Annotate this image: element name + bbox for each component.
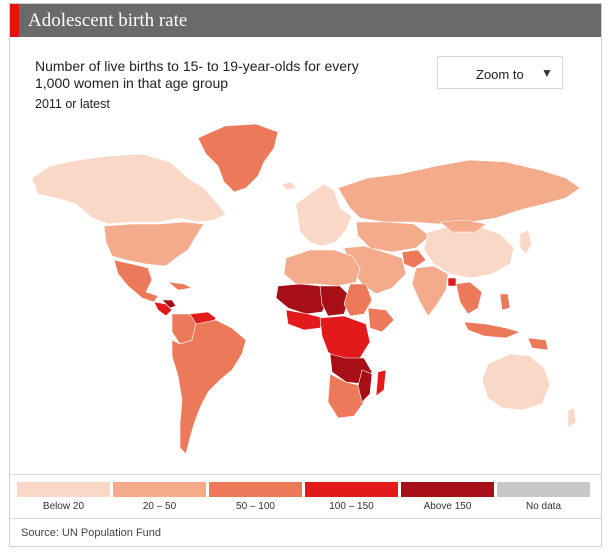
zoom-to-label: Zoom to: [476, 67, 524, 82]
region-japan[interactable]: [519, 229, 533, 255]
region-niger-chad[interactable]: [319, 285, 351, 317]
region-canada[interactable]: [31, 153, 227, 225]
map-period: 2011 or latest: [35, 97, 110, 111]
source-note: Source: UN Population Fund: [21, 527, 162, 539]
region-central-africa[interactable]: [319, 315, 371, 363]
region-north-africa[interactable]: [283, 249, 361, 287]
region-new-zealand[interactable]: [567, 407, 577, 429]
widget-title: Adolescent birth rate: [28, 10, 188, 31]
region-europe[interactable]: [295, 183, 353, 247]
legend-label-no-data: No data: [525, 501, 562, 512]
region-madagascar[interactable]: [375, 369, 387, 397]
region-honduras-nicaragua[interactable]: [161, 299, 177, 309]
region-india[interactable]: [411, 265, 449, 317]
legend-swatch-above-150: [401, 482, 494, 497]
region-southern-africa[interactable]: [327, 373, 365, 419]
widget-header: Adolescent birth rate: [10, 4, 601, 37]
zoom-to-dropdown[interactable]: Zoom to ▼: [437, 56, 563, 89]
region-australia[interactable]: [481, 353, 551, 411]
region-caribbean[interactable]: [166, 281, 193, 291]
region-usa[interactable]: [103, 221, 205, 267]
region-west-africa-coast[interactable]: [285, 309, 325, 331]
map-subtitle: Number of live births to 15- to 19-year-…: [35, 58, 359, 91]
legend-label-above-150: Above 150: [423, 501, 472, 512]
legend-label-100-150: 100 – 150: [329, 501, 374, 512]
legend-swatch-below-20: [17, 482, 110, 497]
source-divider: [10, 518, 601, 519]
region-philippines[interactable]: [499, 293, 511, 311]
world-choropleth-map[interactable]: [20, 118, 590, 468]
header-accent-bar: [10, 4, 19, 37]
region-sudan[interactable]: [343, 283, 373, 317]
map-widget: Adolescent birth rate Number of live bir…: [9, 3, 602, 547]
legend-label-50-100: 50 – 100: [236, 501, 275, 512]
region-west-sahel[interactable]: [275, 283, 331, 315]
region-papua-new-guinea[interactable]: [527, 337, 549, 351]
region-mongolia[interactable]: [439, 219, 487, 233]
legend-swatch-20-50: [113, 482, 206, 497]
legend-label-below-20: Below 20: [42, 501, 85, 512]
chevron-down-icon: ▼: [541, 66, 553, 80]
region-south-america[interactable]: [171, 319, 247, 455]
region-afghanistan[interactable]: [401, 249, 427, 269]
region-indonesia[interactable]: [463, 321, 521, 339]
legend-label-20-50: 20 – 50: [142, 501, 177, 512]
region-bangladesh[interactable]: [447, 277, 457, 287]
region-russia[interactable]: [337, 159, 581, 225]
region-mexico[interactable]: [113, 259, 159, 303]
region-central-asia[interactable]: [355, 221, 431, 253]
legend-swatch-no-data: [497, 482, 590, 497]
region-greenland[interactable]: [197, 123, 279, 193]
legend-swatch-50-100: [209, 482, 302, 497]
legend-top-divider: [10, 474, 601, 475]
region-mozambique[interactable]: [357, 369, 373, 403]
region-iceland[interactable]: [281, 181, 297, 191]
region-horn-of-africa[interactable]: [367, 307, 395, 333]
region-southeast-asia[interactable]: [455, 281, 483, 315]
legend-swatch-100-150: [305, 482, 398, 497]
